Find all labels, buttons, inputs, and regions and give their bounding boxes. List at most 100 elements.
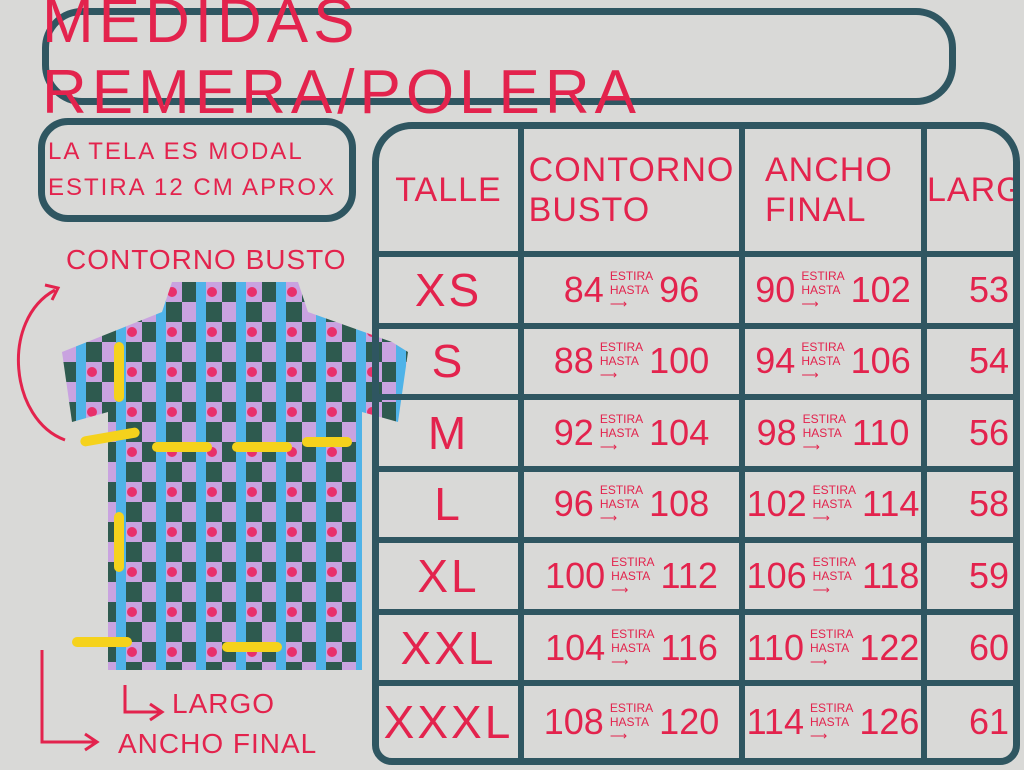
until-word: HASTA: [812, 497, 852, 512]
min-value: 102: [746, 483, 807, 525]
arrow-icon: ⟶: [809, 729, 828, 744]
min-value: 98: [756, 411, 797, 453]
stretch-label: ESTIRA HASTA ⟶: [600, 483, 643, 525]
stretch-label: ESTIRA HASTA ⟶: [803, 412, 846, 454]
stretch-label: ESTIRA HASTA ⟶: [810, 627, 853, 669]
until-word: HASTA: [609, 715, 649, 730]
note-line-2: ESTIRA 12 CM APROX: [48, 174, 337, 201]
arrow-icon: ⟶: [609, 729, 628, 744]
max-value: 126: [859, 701, 920, 743]
stretch-word: ESTIRA: [599, 411, 644, 426]
stretch-label: ESTIRA HASTA ⟶: [810, 701, 853, 743]
max-value: 96: [659, 268, 700, 310]
until-word: HASTA: [812, 569, 852, 584]
size-value: XXL: [400, 621, 497, 674]
length-cell: 58: [927, 472, 1013, 544]
arrow-icon: ⟶: [809, 654, 828, 669]
bust-cell: 88 ESTIRA HASTA ⟶ 100: [524, 328, 745, 401]
width-cell: 90 ESTIRA HASTA ⟶ 102: [745, 257, 927, 329]
length-cell: 53: [927, 257, 1013, 329]
header-size: TALLE: [379, 129, 524, 257]
min-value: 104: [545, 626, 606, 668]
stretch-word: ESTIRA: [599, 483, 644, 498]
max-value: 116: [660, 626, 718, 668]
min-value: 88: [553, 340, 594, 382]
arrow-icon: ⟶: [611, 583, 629, 598]
arrow-icon: ⟶: [611, 654, 629, 669]
stretch-label: ESTIRA HASTA ⟶: [801, 269, 844, 311]
size-cell: M: [379, 400, 524, 472]
stretch-word: ESTIRA: [609, 268, 654, 283]
width-cell: 114 ESTIRA HASTA ⟶ 126: [745, 686, 927, 758]
length-value: 59: [969, 555, 1010, 597]
arrow-icon: ⟶: [801, 296, 819, 311]
length-value: 61: [969, 701, 1010, 743]
stretch-label: ESTIRA HASTA ⟶: [611, 627, 654, 669]
width-cell: 110 ESTIRA HASTA ⟶ 122: [745, 614, 927, 687]
min-value: 90: [755, 268, 796, 310]
length-value: 56: [969, 411, 1010, 453]
length-cell: 54: [927, 329, 1013, 401]
size-value: XL: [417, 550, 480, 603]
length-value: 58: [969, 483, 1010, 525]
until-word: HASTA: [809, 640, 850, 655]
stretch-word: ESTIRA: [599, 340, 644, 355]
size-value: M: [427, 406, 470, 459]
until-word: HASTA: [599, 425, 639, 440]
until-word: HASTA: [611, 569, 651, 584]
width-cell: 102 ESTIRA HASTA ⟶ 114: [745, 471, 927, 544]
length-cell: 56: [927, 400, 1013, 472]
header-length: LARGO: [927, 129, 1013, 257]
arrow-icon: ⟶: [599, 368, 618, 383]
size-value: L: [434, 478, 463, 531]
stretch-word: ESTIRA: [801, 268, 845, 283]
bust-cell: 84 ESTIRA HASTA ⟶ 96: [524, 257, 745, 329]
size-cell: XS: [379, 257, 524, 329]
stretch-word: ESTIRA: [611, 626, 655, 641]
stretch-label: ESTIRA HASTA ⟶: [600, 412, 643, 454]
max-value: 110: [851, 411, 910, 453]
stretch-word: ESTIRA: [812, 555, 856, 570]
size-value: S: [431, 335, 466, 388]
max-value: 102: [850, 268, 911, 310]
length-cell: 60: [927, 615, 1013, 687]
bust-cell: 100 ESTIRA HASTA ⟶ 112: [524, 543, 745, 615]
until-word: HASTA: [611, 640, 651, 655]
length-cell: 61: [927, 686, 1013, 758]
title-box: [42, 8, 956, 105]
width-cell: 106 ESTIRA HASTA ⟶ 118: [745, 543, 927, 615]
stretch-label: ESTIRA HASTA ⟶: [611, 555, 654, 597]
label-length: LARGO: [172, 688, 276, 719]
note-line-1: LA TELA ES MODAL: [48, 138, 304, 165]
stretch-label: ESTIRA HASTA ⟶: [600, 340, 643, 382]
until-word: HASTA: [599, 497, 639, 512]
stretch-label: ESTIRA HASTA ⟶: [813, 483, 856, 525]
length-cell: 59: [927, 543, 1013, 615]
size-cell: XXL: [379, 614, 524, 687]
size-cell: S: [379, 328, 524, 401]
min-value: 108: [543, 701, 604, 743]
arrow-icon: ⟶: [609, 296, 628, 311]
stretch-word: ESTIRA: [812, 483, 856, 498]
header-width: ANCHO FINAL: [745, 129, 927, 257]
arrow-icon: ⟶: [812, 583, 830, 598]
bust-cell: 108 ESTIRA HASTA ⟶ 120: [524, 686, 745, 758]
stretch-word: ESTIRA: [802, 411, 846, 426]
max-value: 104: [649, 411, 710, 453]
header-bust: CONTORNO BUSTO: [524, 129, 745, 257]
max-value: 120: [659, 701, 720, 743]
max-value: 118: [862, 555, 920, 597]
stretch-word: ESTIRA: [809, 701, 854, 716]
arrow-icon: ⟶: [801, 368, 819, 383]
max-value: 114: [862, 483, 920, 525]
size-cell: XL: [379, 543, 524, 615]
max-value: 100: [649, 340, 710, 382]
label-width: ANCHO FINAL: [118, 728, 318, 759]
bust-cell: 96 ESTIRA HASTA ⟶ 108: [524, 471, 745, 544]
min-value: 94: [755, 340, 796, 382]
max-value: 112: [660, 555, 718, 597]
bust-cell: 92 ESTIRA HASTA ⟶ 104: [524, 400, 745, 472]
shirt-photo: [62, 282, 408, 670]
size-table: TALLE CONTORNO BUSTO ANCHO FINAL LARGO X…: [372, 122, 1020, 765]
